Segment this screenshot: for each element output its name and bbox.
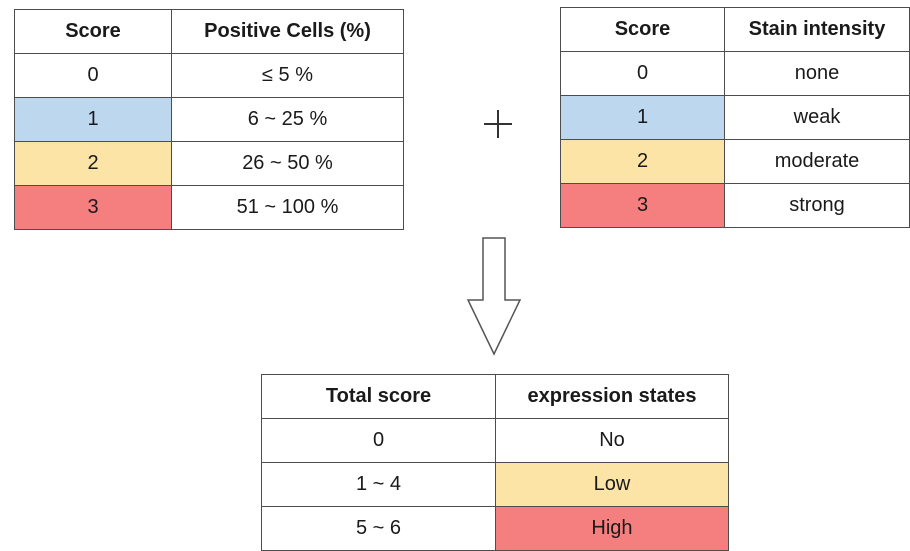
score-cell: 2 bbox=[560, 139, 725, 184]
header-positive-cells: Positive Cells (%) bbox=[171, 9, 404, 54]
score-cell: 0 bbox=[560, 51, 725, 96]
value-cell: 26 ~ 50 % bbox=[171, 141, 404, 186]
score-cell: 3 bbox=[560, 183, 725, 228]
table-row: 1 ~ 4 Low bbox=[261, 462, 729, 507]
table-row: 1 6 ~ 25 % bbox=[14, 97, 404, 142]
stain-intensity-table: Score Stain intensity 0 none 1 weak 2 mo… bbox=[560, 7, 910, 228]
score-cell: 1 bbox=[14, 97, 172, 142]
header-score: Score bbox=[14, 9, 172, 54]
table-row: 2 26 ~ 50 % bbox=[14, 141, 404, 186]
score-cell: 1 bbox=[560, 95, 725, 140]
table-row: 1 weak bbox=[560, 95, 910, 140]
score-cell: 3 bbox=[14, 185, 172, 230]
header-stain-intensity: Stain intensity bbox=[724, 7, 910, 52]
total-score-table: Total score expression states 0 No 1 ~ 4… bbox=[261, 374, 729, 551]
value-cell: Low bbox=[495, 462, 729, 507]
plus-icon bbox=[484, 110, 512, 138]
header-expression-states: expression states bbox=[495, 374, 729, 419]
table-row: 0 ≤ 5 % bbox=[14, 53, 404, 98]
down-arrow-icon bbox=[466, 237, 522, 356]
score-cell: 1 ~ 4 bbox=[261, 462, 496, 507]
value-cell: 6 ~ 25 % bbox=[171, 97, 404, 142]
table-row: 0 none bbox=[560, 51, 910, 96]
score-cell: 0 bbox=[14, 53, 172, 98]
value-cell: weak bbox=[724, 95, 910, 140]
table-header-row: Score Stain intensity bbox=[560, 7, 910, 52]
table-header-row: Total score expression states bbox=[261, 374, 729, 419]
header-score: Score bbox=[560, 7, 725, 52]
value-cell: none bbox=[724, 51, 910, 96]
score-cell: 2 bbox=[14, 141, 172, 186]
value-cell: 51 ~ 100 % bbox=[171, 185, 404, 230]
value-cell: strong bbox=[724, 183, 910, 228]
table-header-row: Score Positive Cells (%) bbox=[14, 9, 404, 54]
positive-cells-table: Score Positive Cells (%) 0 ≤ 5 % 1 6 ~ 2… bbox=[14, 9, 404, 230]
table-row: 3 51 ~ 100 % bbox=[14, 185, 404, 230]
value-cell: moderate bbox=[724, 139, 910, 184]
header-total-score: Total score bbox=[261, 374, 496, 419]
table-row: 3 strong bbox=[560, 183, 910, 228]
score-cell: 0 bbox=[261, 418, 496, 463]
value-cell: No bbox=[495, 418, 729, 463]
table-row: 0 No bbox=[261, 418, 729, 463]
value-cell: ≤ 5 % bbox=[171, 53, 404, 98]
table-row: 2 moderate bbox=[560, 139, 910, 184]
